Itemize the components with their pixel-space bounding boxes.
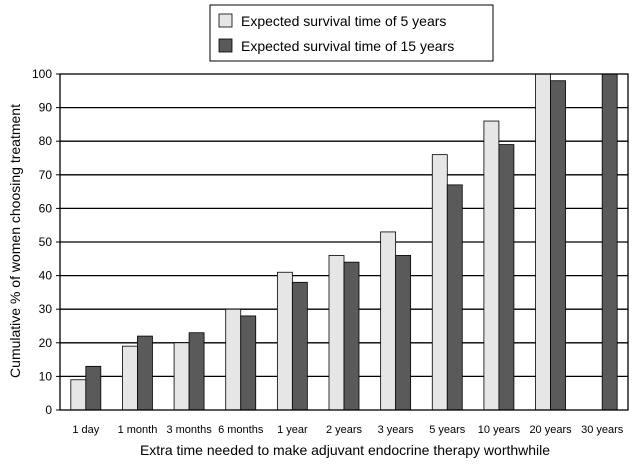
- y-tick-label: 60: [39, 201, 53, 215]
- legend-label: Expected survival time of 15 years: [241, 38, 454, 54]
- bar-15-years: [446, 184, 463, 411]
- bar-5-years: [328, 255, 345, 411]
- y-tick-label: 100: [32, 67, 52, 81]
- y-tick-label: 0: [45, 403, 52, 417]
- legend-swatch: [218, 13, 233, 28]
- y-tick-label: 10: [39, 369, 53, 383]
- y-tick-label: 80: [39, 134, 53, 148]
- bar-15-years: [395, 255, 412, 411]
- x-tick-label: 3 years: [378, 424, 415, 436]
- legend-label: Expected survival time of 5 years: [241, 13, 446, 29]
- bar-15-years: [240, 315, 257, 411]
- y-tick-label: 30: [39, 302, 53, 316]
- y-tick-label: 90: [39, 101, 53, 115]
- legend-swatch: [218, 38, 233, 53]
- x-tick-label: 30 years: [581, 424, 624, 436]
- x-tick-label: 20 years: [529, 424, 572, 436]
- bar-15-years: [85, 365, 102, 411]
- plot-frame: [59, 73, 629, 411]
- bar-5-years: [225, 308, 242, 411]
- y-axis-label: Cumulative % of women choosing treatment: [7, 104, 23, 378]
- y-tick-label: 40: [39, 269, 53, 283]
- x-tick-label: 6 months: [218, 424, 264, 436]
- bar-15-years: [601, 73, 618, 411]
- y-tick-label: 50: [39, 235, 53, 249]
- bar-5-years: [173, 342, 190, 411]
- x-tick-label: 10 years: [478, 424, 521, 436]
- bar-5-years: [122, 345, 138, 411]
- bar-15-years: [188, 332, 205, 411]
- x-axis-label: Extra time needed to make adjuvant endoc…: [140, 442, 550, 458]
- legend: Expected survival time of 5 years Expecte…: [209, 4, 494, 62]
- bar-5-years: [70, 379, 87, 411]
- legend-box: [209, 4, 494, 62]
- x-tick-label: 1 month: [118, 424, 158, 436]
- x-tick-label: 5 years: [429, 424, 466, 436]
- bar-5-years: [483, 120, 500, 411]
- bar-15-years: [343, 261, 360, 411]
- bar-15-years: [550, 80, 566, 411]
- bars: [70, 73, 618, 411]
- bar-15-years: [291, 281, 308, 411]
- y-tick-label: 20: [39, 336, 53, 350]
- bar-5-years: [535, 73, 551, 411]
- bar-5-years: [380, 231, 397, 411]
- x-tick-label: 1 year: [277, 424, 308, 436]
- bar-5-years: [431, 154, 448, 411]
- x-tick-label: 1 day: [72, 424, 99, 436]
- x-tick-label: 2 years: [326, 424, 363, 436]
- x-tick-label: 3 months: [166, 424, 212, 436]
- bar-15-years: [137, 335, 153, 411]
- bar-15-years: [498, 144, 515, 411]
- gridlines: [60, 106, 628, 378]
- axes: 0 10 20 30 40 50 60 70 80 90 100 1 day 1 month 3 mont…: [32, 67, 629, 436]
- bar-5-years: [276, 271, 293, 411]
- y-tick-label: 70: [39, 168, 53, 182]
